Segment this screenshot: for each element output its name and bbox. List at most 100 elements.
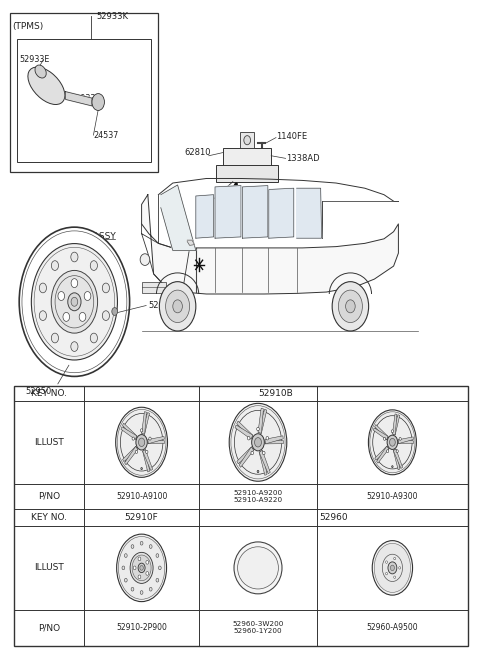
Polygon shape (394, 449, 403, 469)
Circle shape (131, 545, 134, 548)
Circle shape (63, 312, 70, 321)
Circle shape (369, 410, 417, 475)
Text: 24537: 24537 (94, 130, 119, 140)
Text: 52950: 52950 (25, 387, 52, 396)
Circle shape (254, 437, 262, 447)
Circle shape (257, 427, 259, 431)
Circle shape (71, 342, 78, 351)
Polygon shape (375, 446, 389, 460)
Polygon shape (265, 439, 283, 444)
Circle shape (173, 300, 182, 313)
Circle shape (388, 562, 397, 574)
Circle shape (338, 290, 362, 323)
Circle shape (112, 308, 118, 315)
Circle shape (332, 282, 369, 331)
Text: 52910F: 52910F (125, 513, 158, 522)
Circle shape (385, 572, 387, 575)
Polygon shape (239, 447, 254, 467)
Circle shape (244, 136, 251, 145)
Polygon shape (297, 188, 322, 238)
Circle shape (392, 466, 393, 467)
Text: (TPMS): (TPMS) (12, 22, 44, 31)
Bar (142, 282, 166, 293)
Circle shape (31, 243, 118, 360)
Circle shape (51, 271, 97, 333)
Ellipse shape (238, 546, 278, 589)
Circle shape (166, 290, 190, 323)
Circle shape (139, 438, 144, 447)
Circle shape (122, 566, 125, 570)
Polygon shape (142, 413, 150, 434)
Bar (17, 39, 151, 162)
Circle shape (117, 534, 167, 602)
Polygon shape (122, 423, 137, 439)
Circle shape (390, 565, 395, 570)
Bar (10, 13, 158, 172)
Text: KEY NO.: KEY NO. (31, 389, 67, 398)
Circle shape (252, 434, 264, 451)
Circle shape (386, 450, 389, 453)
Bar (240, 132, 254, 148)
Polygon shape (373, 428, 388, 440)
Polygon shape (258, 409, 267, 434)
Circle shape (140, 591, 143, 594)
Polygon shape (215, 186, 241, 238)
Polygon shape (161, 185, 196, 251)
Circle shape (394, 576, 396, 578)
Circle shape (384, 437, 386, 440)
Text: 52933: 52933 (149, 301, 175, 310)
Text: KIA: KIA (248, 561, 268, 574)
Circle shape (71, 252, 78, 262)
Circle shape (132, 555, 151, 581)
Circle shape (156, 578, 159, 582)
Circle shape (149, 587, 152, 591)
Text: 1140FE: 1140FE (276, 132, 307, 141)
Circle shape (374, 543, 410, 593)
Circle shape (372, 541, 413, 595)
Polygon shape (121, 427, 137, 439)
Polygon shape (235, 425, 252, 439)
Text: KEY NO.: KEY NO. (31, 513, 67, 522)
Text: 52910-A9200
52910-A9220: 52910-A9200 52910-A9220 (233, 490, 283, 503)
Circle shape (84, 291, 91, 300)
Circle shape (51, 333, 59, 343)
Circle shape (39, 311, 47, 321)
Circle shape (132, 437, 134, 440)
Circle shape (263, 451, 265, 455)
Circle shape (140, 541, 143, 545)
Polygon shape (259, 450, 267, 475)
Text: 52910-A9300: 52910-A9300 (367, 492, 418, 501)
Circle shape (102, 311, 109, 321)
Circle shape (124, 578, 127, 582)
Ellipse shape (28, 67, 65, 104)
Circle shape (135, 450, 138, 454)
Bar (14, 386, 468, 646)
Polygon shape (393, 415, 400, 435)
Polygon shape (122, 447, 138, 461)
Bar (216, 165, 278, 182)
Polygon shape (237, 421, 253, 439)
Circle shape (39, 283, 47, 293)
Polygon shape (398, 437, 413, 444)
Circle shape (385, 561, 387, 563)
Text: 52910B: 52910B (259, 389, 293, 398)
Circle shape (130, 552, 153, 583)
Circle shape (90, 261, 97, 271)
Circle shape (149, 545, 152, 548)
Text: P/NO: P/NO (38, 624, 60, 632)
Circle shape (257, 471, 259, 472)
Polygon shape (375, 424, 388, 439)
Circle shape (124, 554, 127, 557)
Circle shape (92, 93, 105, 110)
Circle shape (149, 437, 151, 440)
Circle shape (71, 297, 78, 306)
Circle shape (117, 410, 166, 475)
Circle shape (71, 278, 78, 288)
Circle shape (68, 293, 81, 311)
Text: 52960: 52960 (319, 513, 348, 522)
Polygon shape (393, 414, 397, 435)
Text: 62810: 62810 (185, 148, 211, 157)
Circle shape (159, 282, 196, 331)
Polygon shape (143, 450, 153, 471)
Polygon shape (148, 436, 164, 444)
